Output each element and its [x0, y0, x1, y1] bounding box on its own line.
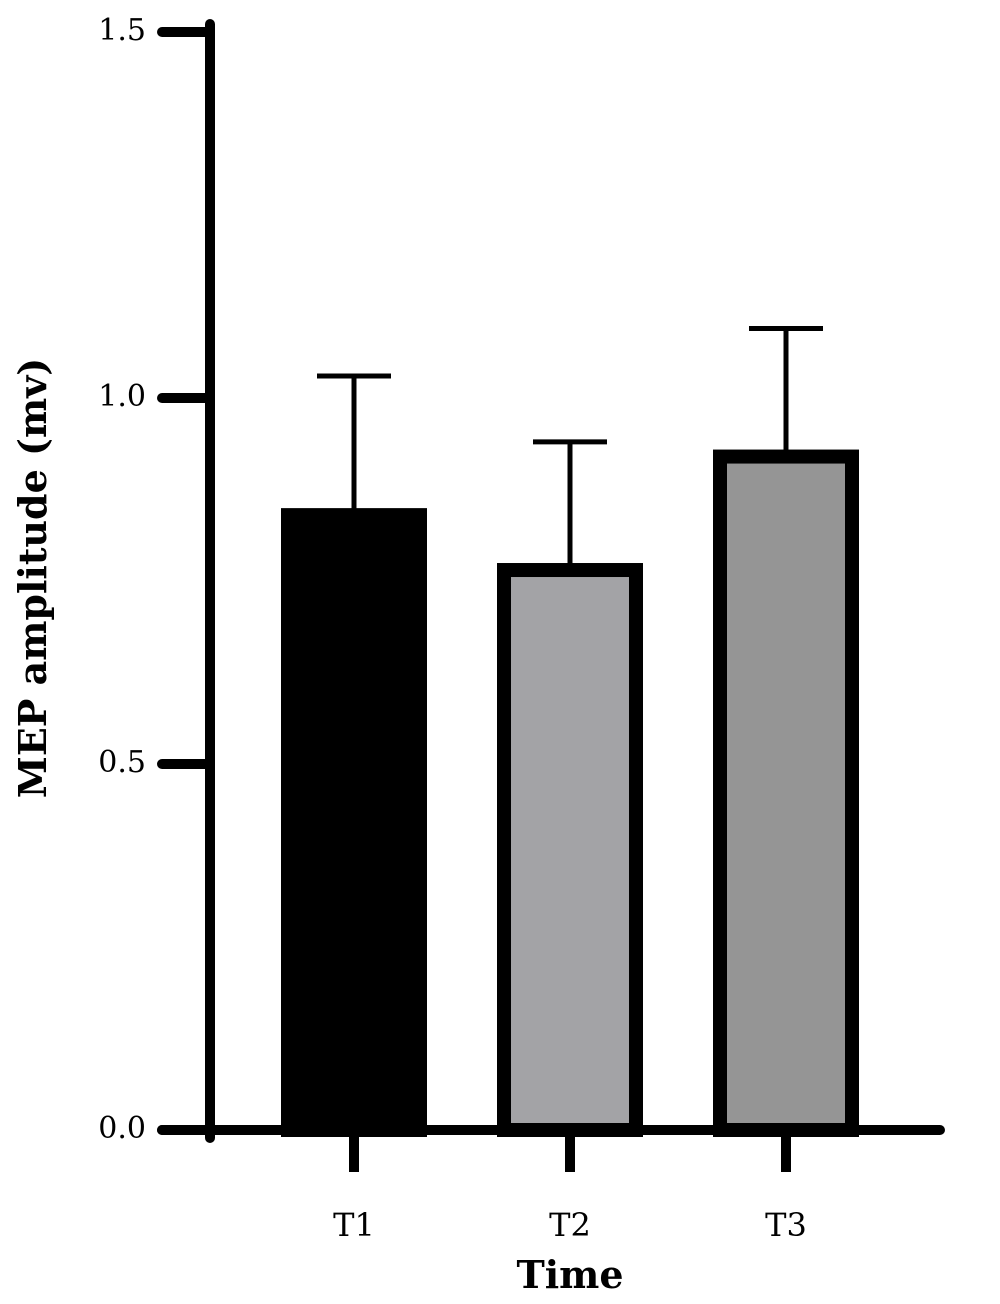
- bar: [281, 508, 427, 1137]
- x-axis-title: Time: [516, 1252, 623, 1297]
- bar: [497, 563, 643, 1137]
- y-axis-title: MEP amplitude (mv): [10, 358, 55, 799]
- y-tick-label: 1.5: [98, 13, 146, 48]
- y-tick-label: 1.0: [98, 379, 146, 414]
- plot-area: 0.0 0.5 1.0 1.5 T1 T2 T3: [98, 13, 945, 1244]
- x-tick-label: T1: [333, 1206, 375, 1244]
- bar: [713, 449, 859, 1137]
- y-tick-label: 0.5: [98, 745, 146, 780]
- y-tick-label: 0.0: [98, 1111, 146, 1146]
- x-tick-label: T2: [549, 1206, 591, 1244]
- x-tick-label: T3: [765, 1206, 807, 1244]
